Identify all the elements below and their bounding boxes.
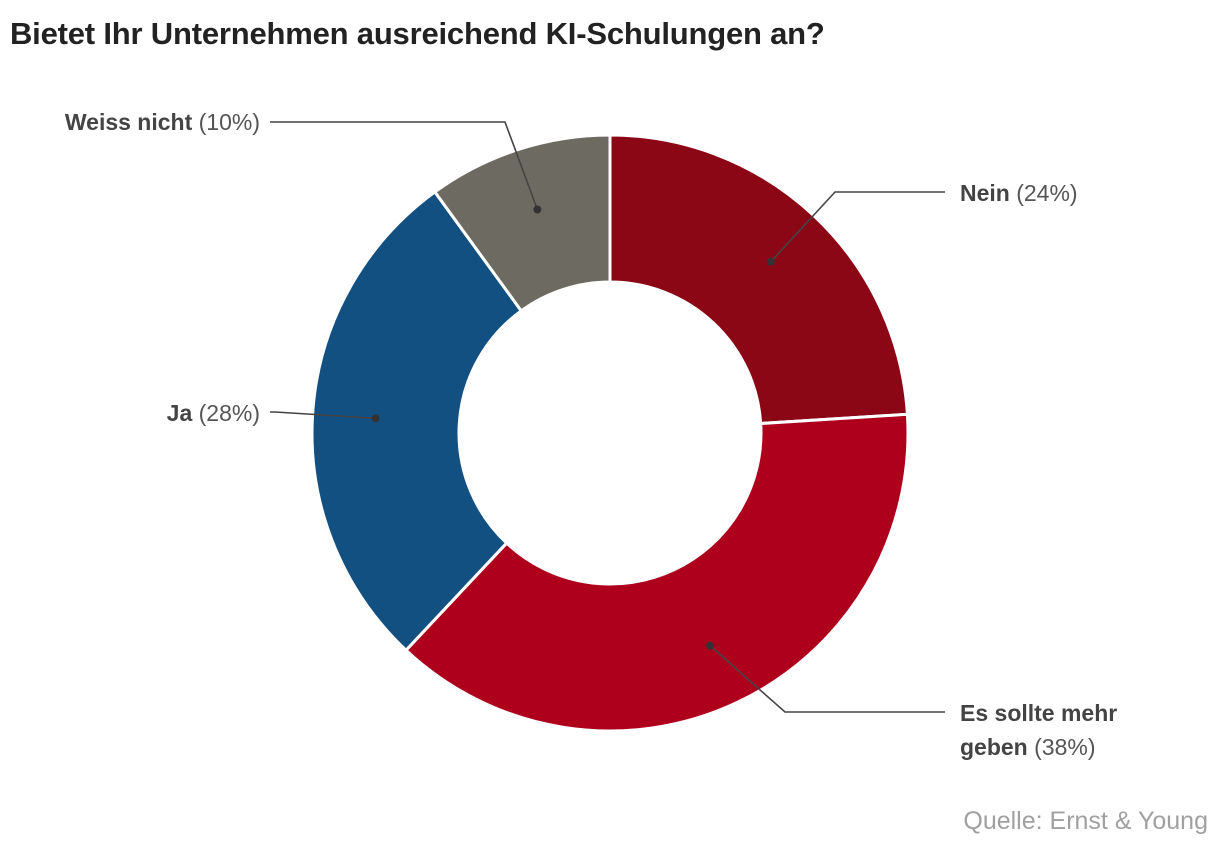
slice-nein: [608, 133, 910, 426]
callout-line-weiss-nicht: [270, 121, 539, 210]
callout-dot-ja: [371, 414, 380, 423]
callout-line-ja: [270, 411, 376, 420]
slices: [310, 133, 910, 733]
source-note: Quelle: Ernst & Young: [963, 807, 1208, 835]
label-nein: Nein (24%): [960, 180, 1078, 206]
label-weiss-nicht: Weiss nicht (10%): [65, 109, 260, 135]
slice-weiss-nicht: [432, 133, 612, 313]
callout-dot-nein: [766, 257, 775, 266]
callout-dot-es-sollte-mehr-geben: [706, 641, 715, 650]
slice-es-sollte-mehr-geben: [403, 412, 910, 733]
slice-ja: [310, 189, 524, 653]
label-ja: Ja (28%): [167, 400, 260, 426]
callout-dot-weiss-nicht: [533, 205, 542, 214]
callout-line-nein: [770, 191, 945, 263]
labels: Nein (24%) Es sollte mehr geben (38%) Ja (2…: [65, 109, 1117, 760]
chart-title: Bietet Ihr Unternehmen ausreichend KI-Sc…: [10, 16, 825, 51]
callouts: [270, 121, 945, 713]
callout-line-es-sollte-mehr-geben: [709, 645, 945, 713]
label-es-sollte-mehr-geben: Es sollte mehr geben (38%): [960, 700, 1117, 760]
